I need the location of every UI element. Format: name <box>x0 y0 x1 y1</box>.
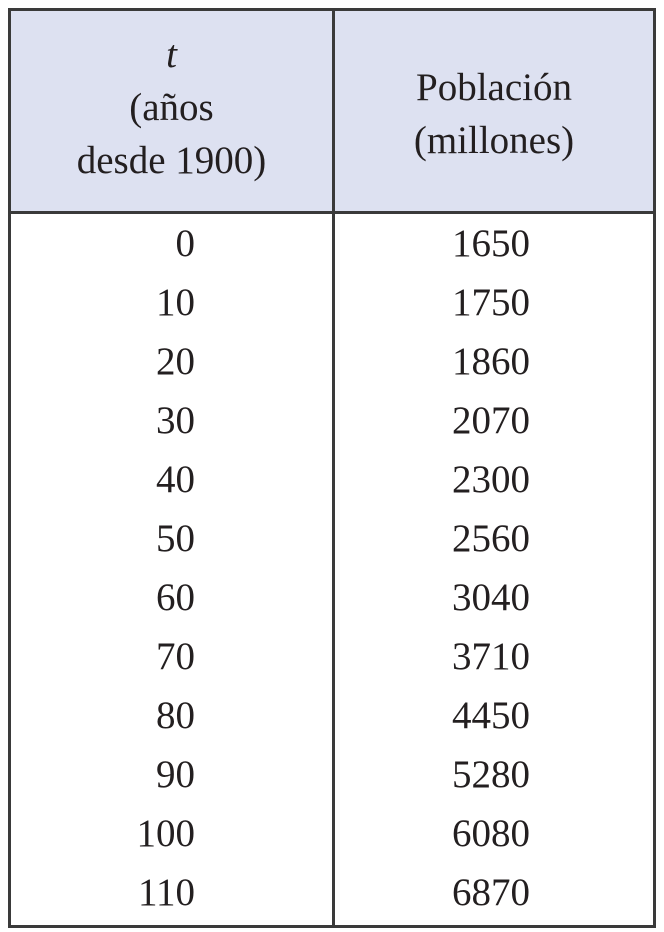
cell-years: 60 <box>156 576 195 619</box>
cell-population: 2070 <box>452 399 530 442</box>
population-table: t (años desde 1900) Población (millones)… <box>8 8 656 928</box>
cell-population: 1650 <box>452 222 530 265</box>
cell-years: 10 <box>156 281 195 324</box>
cell-population: 3710 <box>452 635 530 678</box>
cell-years: 0 <box>175 222 196 265</box>
table-row: 30 2070 <box>11 391 653 450</box>
table-row: 110 6870 <box>11 863 653 922</box>
cell-years: 50 <box>156 517 195 560</box>
cell-population: 1750 <box>452 281 530 324</box>
column-divider <box>332 11 335 925</box>
table-body: 0 1650 10 1750 20 1860 30 2070 40 2300 50 2560 60 304… <box>11 214 653 922</box>
cell-years: 20 <box>156 340 195 383</box>
table-row: 40 2300 <box>11 450 653 509</box>
cell-years: 110 <box>137 871 195 914</box>
cell-population: 3040 <box>452 576 530 619</box>
header-population-line2: (millones) <box>413 119 575 162</box>
cell-years: 80 <box>156 694 195 737</box>
header-cell-years: t (años desde 1900) <box>11 11 332 211</box>
table-row: 80 4450 <box>11 686 653 745</box>
table-row: 90 5280 <box>11 745 653 804</box>
cell-population: 2300 <box>452 458 530 501</box>
cell-years: 40 <box>156 458 195 501</box>
cell-population: 5280 <box>452 753 530 796</box>
table-row: 20 1860 <box>11 332 653 391</box>
cell-population: 1860 <box>452 340 530 383</box>
cell-population: 6080 <box>452 812 530 855</box>
table-row: 70 3710 <box>11 627 653 686</box>
cell-years: 90 <box>156 753 195 796</box>
table-row: 100 6080 <box>11 804 653 863</box>
table-row: 10 1750 <box>11 273 653 332</box>
header-population-line1: Población <box>416 66 572 109</box>
cell-years: 30 <box>156 399 195 442</box>
cell-years: 70 <box>156 635 195 678</box>
header-cell-population: Población (millones) <box>335 11 653 211</box>
header-variable-t: t <box>166 32 177 76</box>
cell-population: 2560 <box>452 517 530 560</box>
cell-years: 100 <box>136 812 196 855</box>
table-row: 0 1650 <box>11 214 653 273</box>
cell-population: 4450 <box>452 694 530 737</box>
table-row: 50 2560 <box>11 509 653 568</box>
header-years-line1: (años <box>129 85 214 129</box>
table-row: 60 3040 <box>11 568 653 627</box>
header-years-line2: desde 1900) <box>76 138 267 182</box>
cell-population: 6870 <box>452 871 530 914</box>
